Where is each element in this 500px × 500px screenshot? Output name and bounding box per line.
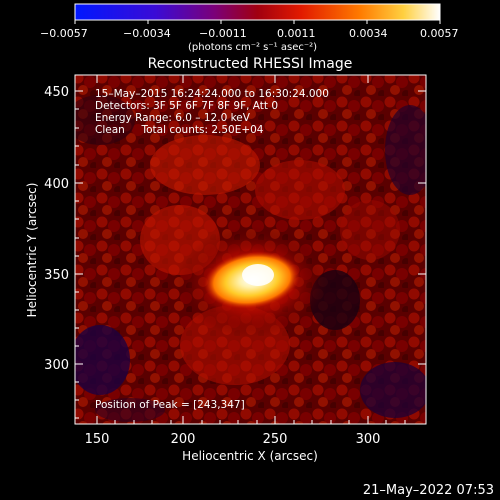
axis-tick-marks bbox=[75, 75, 426, 424]
colorbar-tick-label: 0.0057 bbox=[420, 27, 459, 40]
colorbar-tick-label: 0.0011 bbox=[277, 27, 316, 40]
colorbar-tick-label: −0.0057 bbox=[40, 27, 88, 40]
colorbar-tick-marks bbox=[74, 20, 441, 24]
y-tick-label: 300 bbox=[44, 358, 69, 373]
image-title: Reconstructed RHESSI Image bbox=[148, 56, 353, 72]
colorbar-tick-label: 0.0034 bbox=[349, 27, 388, 40]
peak-position: Position of Peak = [243,347] bbox=[95, 399, 245, 411]
colorbar-tick-label: −0.0034 bbox=[123, 27, 171, 40]
time-range: 15–May–2015 16:24:24.000 to 16:30:24.000 bbox=[95, 88, 329, 100]
x-tick-labels: 150 200 250 300 bbox=[85, 432, 381, 447]
detectors: Detectors: 3F 5F 6F 7F 8F 9F, Att 0 bbox=[95, 100, 278, 112]
clean-total-counts: Clean Total counts: 2.50E+04 bbox=[95, 124, 264, 136]
energy-range: Energy Range: 6.0 – 12.0 keV bbox=[95, 112, 251, 124]
x-tick-label: 150 bbox=[85, 432, 110, 447]
x-tick-label: 250 bbox=[263, 432, 288, 447]
info-text: 15–May–2015 16:24:24.000 to 16:30:24.000… bbox=[95, 88, 329, 411]
x-tick-label: 200 bbox=[171, 432, 196, 447]
y-tick-labels: 450 400 350 300 bbox=[44, 85, 69, 373]
colorbar: −0.0057 −0.0034 −0.0011 0.0011 0.0034 0.… bbox=[40, 3, 459, 53]
solar-image bbox=[75, 75, 426, 424]
y-tick-label: 450 bbox=[44, 85, 69, 100]
plot-frame bbox=[74, 74, 427, 425]
x-axis-label: Heliocentric X (arcsec) bbox=[182, 449, 318, 463]
colorbar-tick-label: −0.0011 bbox=[199, 27, 247, 40]
y-tick-label: 350 bbox=[44, 268, 69, 283]
x-tick-label: 300 bbox=[356, 432, 381, 447]
footer-timestamp: 21–May–2022 07:53 bbox=[363, 483, 494, 498]
colorbar-gradient bbox=[74, 3, 441, 21]
y-axis-label: Heliocentric Y (arcsec) bbox=[25, 183, 39, 318]
y-tick-label: 400 bbox=[44, 177, 69, 192]
colorbar-units: (photons cm⁻² s⁻¹ asec⁻²) bbox=[188, 42, 317, 53]
